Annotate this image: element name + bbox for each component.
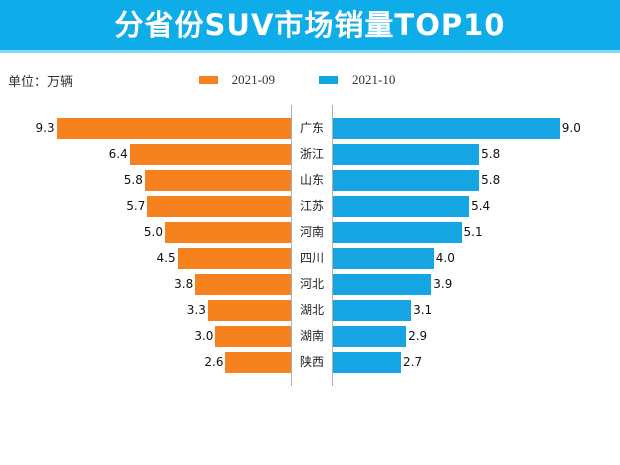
category-label: 湖北 bbox=[299, 303, 324, 317]
bar-2021-09 bbox=[144, 170, 291, 191]
unit-label: 单位：万辆 bbox=[8, 74, 74, 89]
right-bar-row: 5.1 bbox=[333, 222, 483, 243]
category-label: 浙江 bbox=[299, 147, 324, 161]
left-bar-row: 5.8 bbox=[124, 170, 291, 191]
category-label: 四川 bbox=[299, 251, 324, 265]
right-value-label: 4.0 bbox=[435, 251, 455, 265]
bar-2021-09 bbox=[56, 118, 291, 139]
left-value-label: 3.8 bbox=[174, 277, 194, 291]
left-bar-row: 4.5 bbox=[157, 248, 291, 269]
bar-2021-10 bbox=[333, 352, 402, 373]
category-label: 江苏 bbox=[299, 199, 324, 213]
right-bar-row: 5.8 bbox=[333, 144, 500, 165]
left-value-label: 9.3 bbox=[35, 121, 55, 135]
right-bar-row: 3.9 bbox=[333, 274, 452, 295]
left-bar-row: 2.6 bbox=[204, 352, 291, 373]
category-label: 陕西 bbox=[299, 355, 324, 369]
bar-2021-10 bbox=[333, 274, 432, 295]
right-series-column: 9.0 5.8 5.8 5.4 5.1 4.0 3.9 3.1 2.9 2.7 bbox=[333, 105, 620, 386]
bar-2021-10 bbox=[333, 144, 480, 165]
legend-swatch-blue-icon bbox=[319, 76, 338, 84]
bar-2021-09 bbox=[207, 300, 291, 321]
left-value-label: 5.0 bbox=[143, 225, 163, 239]
left-bar-row: 9.3 bbox=[36, 118, 291, 139]
left-value-label: 2.6 bbox=[204, 355, 224, 369]
left-value-label: 6.4 bbox=[108, 147, 128, 161]
right-bar-row: 2.7 bbox=[333, 352, 422, 373]
right-bar-row: 3.1 bbox=[333, 300, 432, 321]
legend-swatch-orange-icon bbox=[198, 76, 218, 84]
left-series-column: 9.3 6.4 5.8 5.7 5.0 4.5 3.8 3.3 3.0 2.6 bbox=[0, 105, 291, 386]
right-bar-row: 5.8 bbox=[333, 170, 500, 191]
bar-2021-10 bbox=[333, 118, 560, 139]
meta-row: 单位：万辆 2021-09 2021-10 bbox=[0, 67, 620, 93]
left-bar-row: 3.0 bbox=[194, 326, 291, 347]
right-bar-row: 2.9 bbox=[333, 326, 427, 347]
right-bar-row: 9.0 bbox=[333, 118, 581, 139]
category-label: 山东 bbox=[299, 173, 324, 187]
title-banner: 分省份SUV市场销量TOP10 bbox=[0, 0, 620, 53]
left-value-label: 5.7 bbox=[126, 199, 146, 213]
legend-label-2021-09: 2021-09 bbox=[231, 72, 275, 87]
bar-2021-09 bbox=[147, 196, 291, 217]
right-value-label: 3.1 bbox=[413, 303, 433, 317]
left-bar-row: 5.0 bbox=[144, 222, 291, 243]
page-title: 分省份SUV市场销量TOP10 bbox=[114, 8, 506, 42]
left-value-label: 3.0 bbox=[194, 329, 214, 343]
right-value-label: 2.7 bbox=[403, 355, 423, 369]
category-label: 湖南 bbox=[299, 329, 324, 343]
right-value-label: 5.1 bbox=[463, 225, 483, 239]
left-value-label: 3.3 bbox=[186, 303, 206, 317]
right-value-label: 5.8 bbox=[481, 147, 501, 161]
bar-2021-10 bbox=[333, 196, 470, 217]
right-bar-row: 5.4 bbox=[333, 196, 490, 217]
right-value-label: 5.4 bbox=[471, 199, 491, 213]
left-bar-row: 6.4 bbox=[109, 144, 291, 165]
tornado-chart: 9.3 6.4 5.8 5.7 5.0 4.5 3.8 3.3 3.0 2.6 广东浙江山东江苏河… bbox=[0, 105, 620, 386]
bar-2021-10 bbox=[333, 248, 434, 269]
left-value-label: 4.5 bbox=[156, 251, 176, 265]
right-value-label: 9.0 bbox=[561, 121, 581, 135]
bar-2021-09 bbox=[195, 274, 291, 295]
category-column: 广东浙江山东江苏河南四川河北湖北湖南陕西 bbox=[291, 105, 333, 386]
right-value-label: 3.9 bbox=[433, 277, 453, 291]
category-label: 河北 bbox=[299, 277, 324, 291]
left-bar-row: 3.8 bbox=[174, 274, 291, 295]
bar-2021-09 bbox=[165, 222, 291, 243]
bar-2021-10 bbox=[333, 300, 412, 321]
bar-2021-10 bbox=[333, 170, 480, 191]
category-label: 河南 bbox=[299, 225, 324, 239]
legend-item-2021-10: 2021-10 bbox=[319, 72, 395, 88]
bar-2021-09 bbox=[129, 144, 291, 165]
bar-2021-10 bbox=[333, 326, 407, 347]
legend-label-2021-10: 2021-10 bbox=[352, 72, 396, 87]
right-bar-row: 4.0 bbox=[333, 248, 455, 269]
left-bar-row: 3.3 bbox=[187, 300, 291, 321]
bar-2021-10 bbox=[333, 222, 462, 243]
left-bar-row: 5.7 bbox=[126, 196, 291, 217]
left-value-label: 5.8 bbox=[123, 173, 143, 187]
bar-2021-09 bbox=[177, 248, 291, 269]
legend: 2021-09 2021-10 bbox=[198, 72, 395, 88]
category-label: 广东 bbox=[299, 121, 324, 135]
bar-2021-09 bbox=[225, 352, 291, 373]
right-value-label: 5.8 bbox=[481, 173, 501, 187]
legend-item-2021-09: 2021-09 bbox=[198, 72, 275, 88]
right-value-label: 2.9 bbox=[408, 329, 428, 343]
bar-2021-09 bbox=[215, 326, 291, 347]
